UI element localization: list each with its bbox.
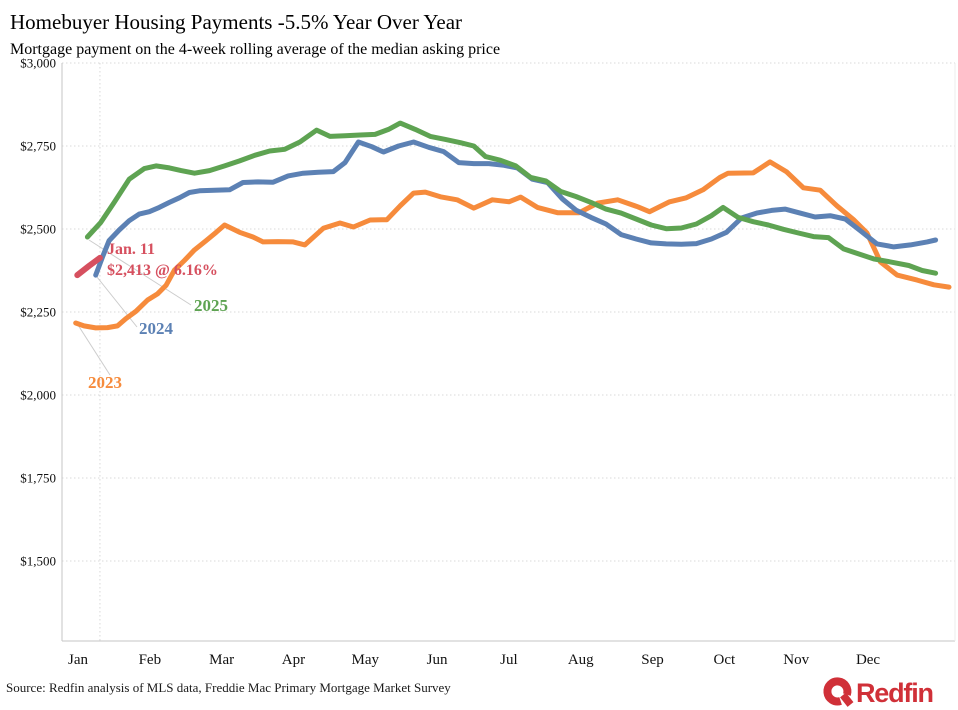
series-label-2023: 2023 xyxy=(88,373,122,392)
y-tick-label: $1,500 xyxy=(20,554,56,569)
series-label-2025: 2025 xyxy=(194,296,228,315)
chart-subtitle: Mortgage payment on the 4-week rolling a… xyxy=(10,41,501,58)
y-tick-label: $3,000 xyxy=(20,56,56,71)
x-tick-label: Jul xyxy=(500,652,518,668)
x-tick-label: Jan xyxy=(68,652,88,668)
y-tick-label: $2,500 xyxy=(20,222,56,237)
leader-line xyxy=(96,276,138,328)
x-tick-label: Dec xyxy=(856,652,880,668)
y-tick-label: $2,750 xyxy=(20,139,56,154)
series-line-2024 xyxy=(93,139,939,278)
x-tick-label: Oct xyxy=(714,652,736,668)
x-tick-label: Nov xyxy=(783,652,809,668)
redfin-logo: Redfin xyxy=(823,677,934,708)
annotation-date-label: Jan. 11 xyxy=(107,241,156,258)
x-tick-label: Apr xyxy=(282,652,305,668)
series-line-2025 xyxy=(84,120,939,276)
redfin-logo-text: Redfin xyxy=(856,678,933,708)
source-note: Source: Redfin analysis of MLS data, Fre… xyxy=(6,680,451,695)
x-tick-label: Aug xyxy=(568,652,594,668)
x-tick-label: Sep xyxy=(641,652,664,668)
series-line-current xyxy=(74,254,103,279)
leader-line xyxy=(77,324,111,376)
x-tick-label: Feb xyxy=(139,652,162,668)
x-tick-label: Jun xyxy=(427,652,448,668)
series-label-2024: 2024 xyxy=(139,319,173,338)
chart-title: Homebuyer Housing Payments -5.5% Year Ov… xyxy=(10,10,463,34)
y-tick-label: $2,000 xyxy=(20,388,56,403)
series-line-2023 xyxy=(73,159,952,331)
annotation-value-label: $2,413 @ 6.16% xyxy=(107,262,218,279)
x-tick-label: May xyxy=(352,652,380,668)
x-tick-label: Mar xyxy=(209,652,234,668)
redfin-house-icon xyxy=(823,677,854,707)
y-tick-label: $2,250 xyxy=(20,305,56,320)
y-tick-label: $1,750 xyxy=(20,471,56,486)
